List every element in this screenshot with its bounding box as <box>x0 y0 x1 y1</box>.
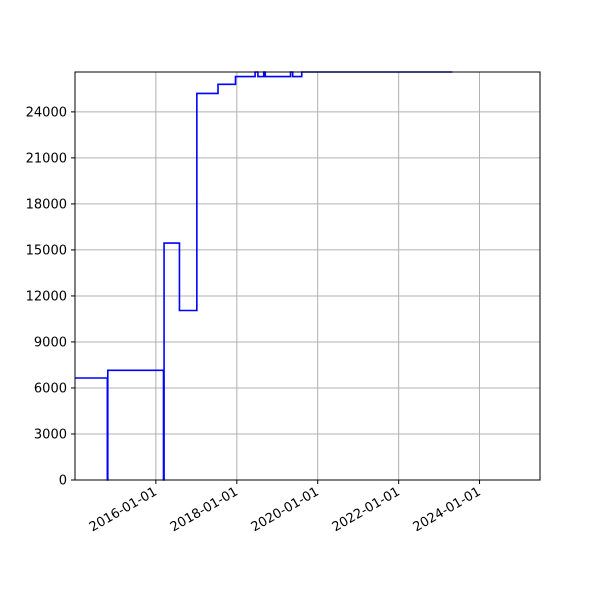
y-tick-label: 21000 <box>26 151 67 166</box>
y-tick-label: 6000 <box>34 381 67 396</box>
series-layer <box>75 71 453 481</box>
plot-area-frame <box>74 71 541 481</box>
y-tick-label: 24000 <box>26 105 67 120</box>
y-tick-label: 18000 <box>26 197 67 212</box>
y-tick-label: 0 <box>59 474 67 489</box>
series-line <box>75 71 453 481</box>
axis-ticks <box>71 111 481 484</box>
grid-lines <box>75 72 540 480</box>
series-1 <box>75 71 453 481</box>
y-tick-label: 15000 <box>26 243 67 258</box>
y-tick-label: 3000 <box>34 427 67 442</box>
y-tick-label: 12000 <box>26 289 67 304</box>
y-tick-label: 9000 <box>34 335 67 350</box>
